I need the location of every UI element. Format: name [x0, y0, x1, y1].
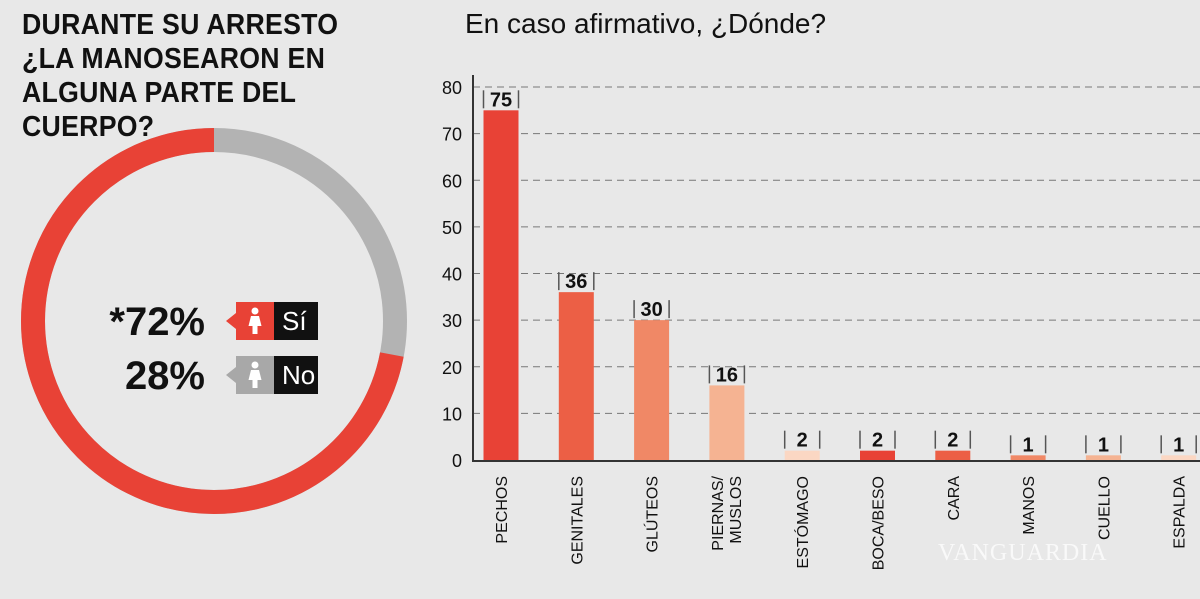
x-tick-label: ESTÓMAGO: [793, 476, 812, 568]
woman-icon: [226, 356, 274, 394]
bar: [558, 292, 594, 460]
data-label: 1: [1023, 434, 1034, 456]
data-label: 2: [947, 430, 958, 452]
bar: [1161, 455, 1197, 460]
bar: [935, 450, 971, 460]
yes-label: Sí: [274, 302, 318, 340]
x-tick-label: MANOS: [1021, 476, 1038, 535]
no-label: No: [274, 356, 318, 394]
x-tick-label: ESPALDA: [1172, 476, 1189, 549]
y-tick-label: 0: [452, 451, 462, 471]
x-tick-label: CUELLO: [1096, 476, 1113, 540]
donut-chart: [21, 128, 407, 514]
x-tick-label: PECHOS: [494, 476, 511, 544]
bar: [784, 450, 820, 460]
y-tick-label: 50: [442, 218, 462, 238]
left-title: DURANTE SU ARRESTO ¿LA MANOSEARON EN ALG…: [22, 9, 339, 143]
data-label: 36: [565, 271, 587, 293]
bar: [1085, 455, 1121, 460]
data-label: 16: [716, 364, 738, 386]
data-label: 2: [797, 430, 808, 452]
y-tick-label: 80: [442, 78, 462, 98]
data-label: 1: [1173, 434, 1184, 456]
chart-title: En caso afirmativo, ¿Dónde?: [465, 8, 827, 39]
x-tick-label: BOCA/BESO: [871, 476, 888, 570]
y-tick-label: 40: [442, 265, 462, 285]
y-tick-label: 70: [442, 125, 462, 145]
x-tick-label: GENITALES: [569, 476, 586, 565]
woman-icon: [226, 302, 274, 340]
donut-yes-segment: [21, 128, 407, 514]
data-label: 1: [1098, 434, 1109, 456]
bar: [1010, 455, 1046, 460]
bar: [860, 450, 895, 460]
yes-legend: Sí: [226, 302, 318, 340]
y-tick-label: 20: [442, 358, 462, 378]
y-tick-label: 30: [442, 311, 462, 331]
data-label: 30: [640, 299, 662, 321]
x-tick-label: GLÚTEOS: [643, 476, 662, 552]
bar: [634, 320, 670, 460]
bar: [483, 110, 519, 460]
x-tick-label: PIERNAS/MUSLOS: [710, 475, 745, 550]
yes-percent: *72%: [109, 300, 205, 344]
data-label: 2: [872, 430, 883, 452]
y-tick-label: 60: [442, 171, 462, 191]
data-label: 75: [490, 89, 512, 111]
x-tick-label: CARA: [946, 476, 963, 521]
no-legend: No: [226, 356, 318, 394]
watermark-logo: VANGUARDIA: [938, 540, 1108, 566]
bar: [709, 385, 745, 460]
y-tick-label: 10: [442, 404, 462, 424]
no-percent: 28%: [124, 354, 205, 398]
